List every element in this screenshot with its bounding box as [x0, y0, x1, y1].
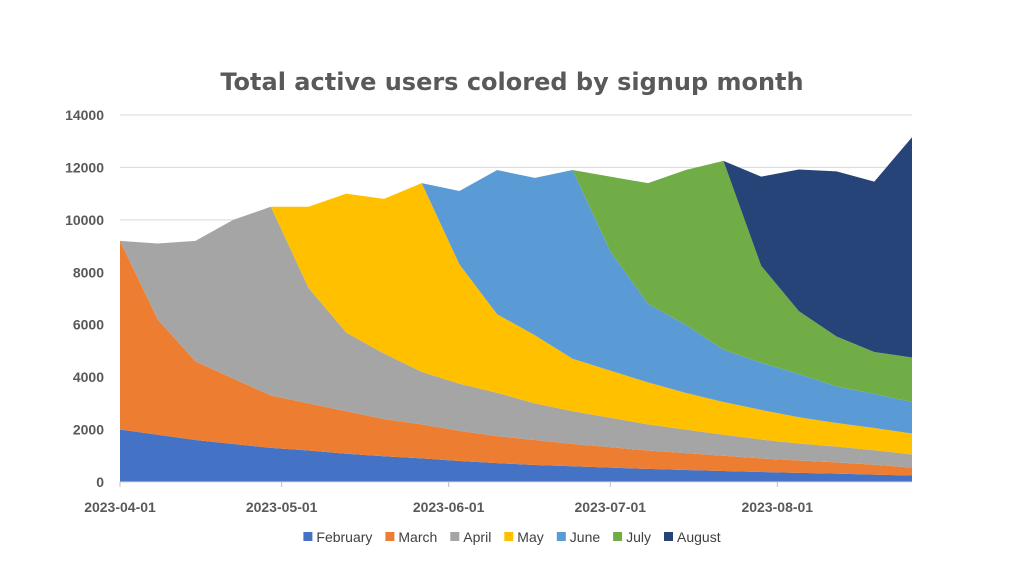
area-series-may [120, 183, 912, 455]
x-tick-label: 2023-07-01 [574, 499, 646, 515]
y-tick-label: 4000 [73, 369, 104, 385]
area-series-april [120, 206, 912, 468]
legend-item-august: August [664, 529, 721, 545]
legend-item-may: May [504, 529, 544, 545]
legend-swatch [303, 532, 313, 541]
x-tick-label: 2023-05-01 [246, 499, 318, 515]
y-tick-label: 12000 [65, 159, 104, 175]
legend-label: May [517, 529, 543, 545]
legend-swatch [664, 532, 673, 541]
legend-item-march: March [385, 529, 437, 545]
legend-label: June [570, 529, 601, 545]
legend-item-april: April [450, 529, 491, 545]
area-series-march [120, 240, 912, 476]
legend: February March April May June July August [303, 529, 721, 545]
legend-swatch [613, 532, 623, 541]
legend-label: March [398, 529, 437, 545]
chart-title: Total active users colored by signup mon… [220, 68, 803, 96]
x-tick-label: 2023-08-01 [741, 499, 813, 515]
y-tick-label: 0 [96, 474, 104, 490]
legend-item-february: February [303, 529, 372, 545]
legend-item-july: July [613, 529, 651, 545]
y-tick-label: 8000 [73, 264, 104, 280]
legend-swatch [504, 532, 514, 541]
legend-swatch [450, 532, 460, 541]
area-series-june [120, 170, 912, 434]
x-tick-label: 2023-04-01 [84, 499, 156, 515]
y-tick-label: 14000 [65, 107, 104, 123]
y-tick-label: 6000 [73, 317, 104, 333]
y-tick-label: 2000 [73, 422, 104, 438]
x-tick-label: 2023-06-01 [413, 499, 485, 515]
axes: 0 2000 4000 6000 8000 10000 12000 14000 2023-04-… [65, 107, 912, 515]
legend-swatch [385, 532, 395, 541]
area-series-february [120, 429, 912, 482]
legend-label: August [677, 529, 721, 545]
legend-label: April [463, 529, 491, 545]
legend-label: February [316, 529, 372, 545]
area-series-july [120, 160, 912, 403]
plot-area [120, 137, 912, 482]
y-tick-label: 10000 [65, 212, 104, 228]
legend-label: July [626, 529, 651, 545]
legend-swatch [556, 532, 566, 541]
legend-item-june: June [556, 529, 601, 545]
